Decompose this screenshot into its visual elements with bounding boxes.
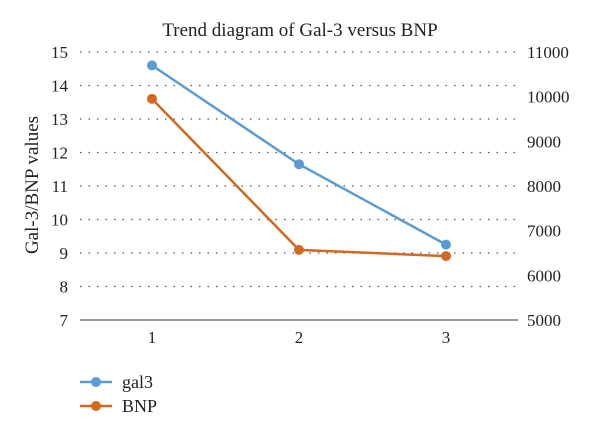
x-tick-label: 1 (148, 328, 157, 347)
chart-title: Trend diagram of Gal-3 versus BNP (162, 20, 437, 41)
left-y-tick-label: 13 (51, 110, 68, 129)
data-point-bnp (147, 93, 157, 104)
legend-label: BNP (122, 396, 157, 416)
legend-swatch-marker (91, 401, 101, 411)
y-axis-label: Gal-3/BNP values (22, 116, 43, 254)
left-y-tick-label: 11 (52, 177, 68, 196)
data-point-gal3 (147, 60, 157, 71)
right-y-tick-label: 6000 (527, 266, 561, 285)
left-y-tick-label: 7 (60, 311, 69, 330)
right-y-tick-label: 10000 (527, 88, 570, 107)
series-line-gal3 (151, 64, 447, 246)
left-y-tick-label: 14 (51, 77, 69, 96)
left-y-tick-label: 9 (60, 244, 69, 263)
left-y-tick-label: 15 (51, 43, 68, 62)
x-ticks: 1 2 3 (148, 328, 451, 347)
left-y-tick-label: 12 (51, 144, 68, 163)
series-group (147, 60, 451, 262)
left-y-ticks: 7 8 9 10 11 12 13 14 15 (51, 43, 69, 330)
series-line-bnp (151, 98, 447, 258)
data-point-gal3 (441, 239, 451, 250)
data-point-gal3 (294, 159, 304, 170)
legend-label: gal3 (122, 372, 153, 392)
right-y-tick-label: 8000 (527, 177, 561, 196)
legend-swatch-marker (91, 377, 101, 387)
data-point-bnp (294, 244, 304, 255)
right-y-tick-label: 9000 (527, 132, 561, 151)
data-point-bnp (441, 251, 451, 262)
right-y-tick-label: 11000 (527, 43, 569, 62)
right-y-tick-label: 5000 (527, 311, 561, 330)
left-y-tick-label: 8 (60, 278, 69, 297)
right-y-tick-label: 7000 (527, 222, 561, 241)
x-tick-label: 3 (442, 328, 451, 347)
x-tick-label: 2 (295, 328, 304, 347)
right-y-ticks: 5000 6000 7000 8000 9000 10000 11000 (527, 43, 570, 330)
left-y-tick-label: 10 (51, 211, 68, 230)
legend: gal3 BNP (80, 372, 157, 416)
